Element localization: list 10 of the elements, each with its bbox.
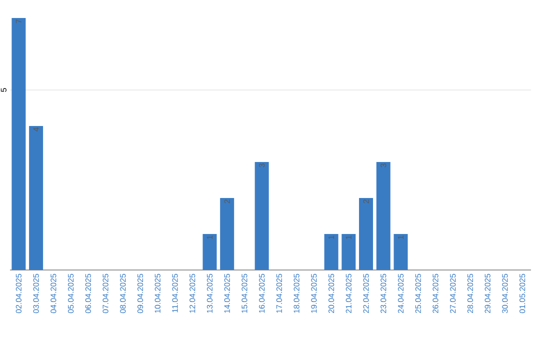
bar bbox=[324, 234, 338, 270]
bar bbox=[376, 162, 390, 270]
bar bbox=[254, 162, 269, 270]
bar bbox=[359, 198, 374, 270]
bar bbox=[220, 198, 234, 270]
bar bbox=[12, 18, 26, 270]
bar bbox=[394, 234, 408, 270]
bar bbox=[342, 234, 356, 270]
bar bbox=[29, 126, 44, 270]
bar bbox=[202, 234, 217, 270]
